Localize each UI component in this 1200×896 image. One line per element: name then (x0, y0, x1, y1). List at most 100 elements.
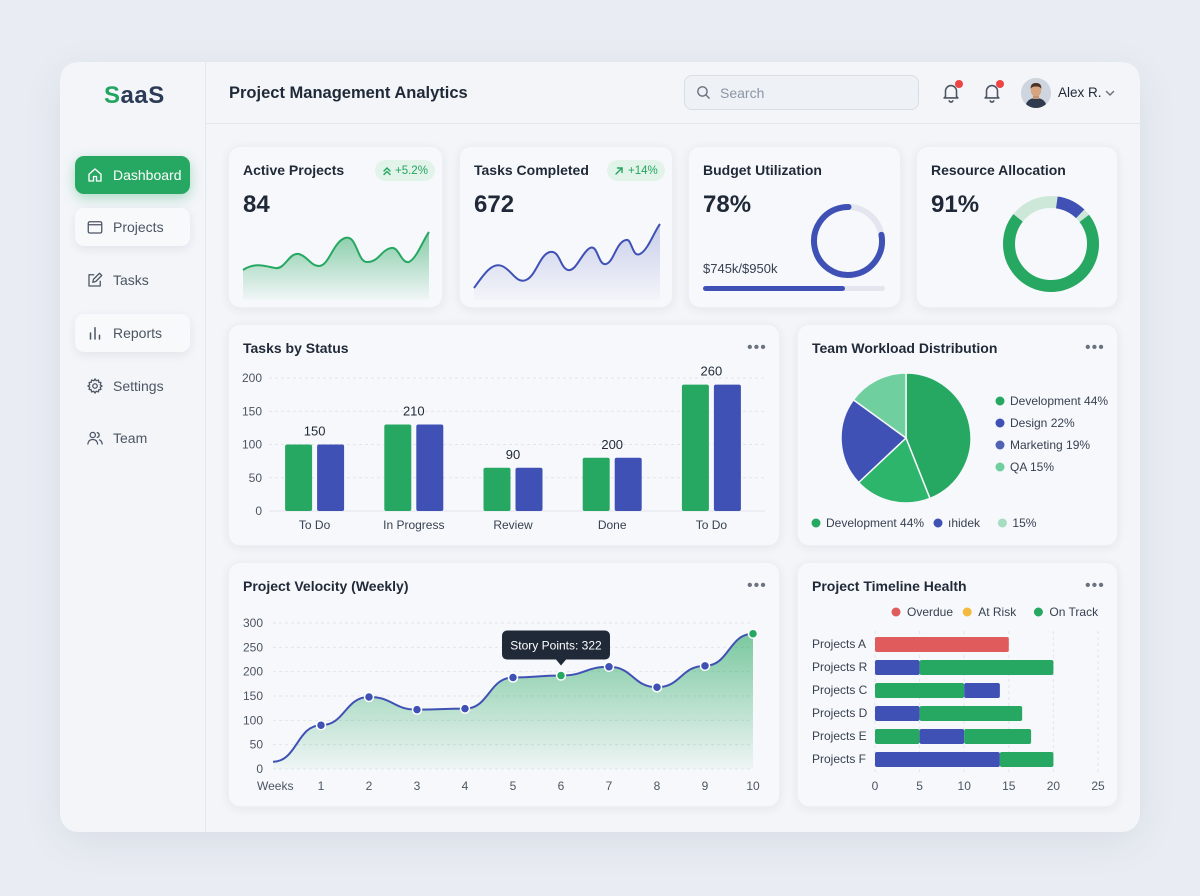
chart-title: Project Velocity (Weekly) (243, 578, 409, 594)
x-tick-label: 25 (1091, 779, 1105, 793)
bell-icon (984, 84, 1000, 103)
x-tick-label: 4 (462, 779, 469, 793)
sidebar-item-dashboard[interactable]: Dashboard (75, 156, 190, 194)
kpi-title: Resource Allocation (931, 162, 1066, 178)
kpi-title: Tasks Completed (474, 162, 589, 178)
legend-label: On Track (1049, 605, 1099, 619)
sidebar-item-projects[interactable]: Projects (75, 208, 190, 246)
data-label: 90 (506, 447, 520, 462)
sidebar-item-team[interactable]: Team (75, 419, 190, 457)
bar-segment (919, 660, 1054, 675)
legend-label: Design 22% (1010, 416, 1075, 430)
chart-title: Project Timeline Health (812, 578, 967, 594)
y-tick-label: Projects E (812, 729, 867, 743)
y-tick-label: 50 (249, 471, 263, 485)
bar-segment (875, 752, 1000, 767)
more-options-button[interactable]: ••• (1085, 577, 1105, 594)
notification-dot (955, 80, 963, 88)
budget-progress-track (703, 286, 885, 291)
bell-icon (943, 84, 959, 103)
sidebar-item-reports[interactable]: Reports (75, 314, 190, 352)
legend-label: Marketing 19% (1010, 438, 1090, 452)
app-window: SaaS Dashboard Projects Tasks Reports Se… (60, 62, 1140, 832)
legend-swatch (995, 440, 1005, 450)
legend-swatch (1033, 607, 1043, 617)
bar (582, 457, 610, 511)
y-tick-label: 250 (243, 640, 263, 654)
x-tick-label: 0 (872, 779, 879, 793)
velocity-area (273, 633, 753, 769)
sidebar-item-tasks[interactable]: Tasks (75, 261, 190, 299)
sidebar-item-label: Projects (113, 219, 164, 235)
more-options-button[interactable]: ••• (747, 577, 767, 594)
legend-swatch (891, 607, 901, 617)
kpi-title: Budget Utilization (703, 162, 822, 178)
bar (713, 384, 741, 511)
chevron-down-icon[interactable] (1104, 87, 1116, 99)
data-point (507, 672, 519, 683)
tasks-by-status-chart: 0 50 100 150 200 150 To Do 210 In Progress 90 Revi… (242, 364, 765, 532)
kpi-tasks-completed: Tasks Completed +14% 672 (459, 146, 673, 308)
sidebar-item-label: Team (113, 430, 148, 446)
sidebar-item-label: Dashboard (113, 167, 182, 183)
notification-dot (996, 80, 1004, 88)
bar-segment (875, 706, 920, 721)
data-point (555, 670, 567, 681)
timeline-health-card: Project Timeline Health ••• Overdue At Ri… (797, 562, 1118, 807)
legend-swatch (811, 518, 821, 528)
kpi-title: Active Projects (243, 162, 345, 178)
notifications-button[interactable] (940, 80, 963, 103)
kpi-value: 672 (474, 191, 515, 218)
team-workload-card: Team Workload Distribution ••• Developme… (797, 324, 1118, 546)
bar-segment (919, 729, 965, 744)
more-options-button[interactable]: ••• (1085, 339, 1105, 356)
y-tick-label: 50 (250, 738, 264, 752)
y-tick-label: 0 (256, 762, 263, 776)
tasks-completed-sparkline (473, 223, 661, 300)
tasks-by-status-card: Tasks by Status ••• 0 50 100 150 200 150 To Do… (228, 324, 780, 546)
logo: SaaS (104, 82, 165, 109)
x-tick-label: 8 (654, 779, 661, 793)
bar-segment (875, 729, 920, 744)
y-tick-label: 0 (255, 504, 262, 518)
legend-swatch (962, 607, 972, 617)
y-tick-label: Projects D (812, 706, 868, 720)
search-input[interactable] (720, 84, 910, 101)
data-point (459, 703, 471, 714)
project-velocity-chart: 0 50 100 150 200 250 300 Weeks 1 2 3 4 5 6 7 8 9 10 Story … (243, 616, 760, 793)
bar (483, 467, 511, 511)
bar-segment (875, 683, 965, 698)
data-label: 260 (701, 364, 723, 379)
x-tick-label: To Do (299, 518, 331, 532)
data-point (747, 628, 759, 639)
x-tick-label: Review (493, 518, 533, 532)
tooltip-box (502, 630, 610, 660)
tooltip-pointer (556, 659, 566, 666)
avatar[interactable] (1021, 78, 1051, 108)
data-point (603, 661, 615, 673)
legend-swatch (995, 462, 1005, 472)
pie-slice (857, 436, 931, 504)
legend-swatch (933, 518, 943, 528)
budget-ring (811, 204, 885, 278)
alerts-button[interactable] (981, 80, 1004, 103)
user-name[interactable]: Alex R. (1058, 85, 1102, 100)
y-tick-label: 200 (243, 665, 263, 679)
edit-icon (88, 272, 103, 287)
legend-swatch (995, 418, 1005, 428)
kpi-resource-allocation: Resource Allocation 91% (916, 146, 1118, 308)
search-box[interactable] (684, 75, 919, 110)
y-tick-label: 200 (242, 371, 262, 385)
sidebar-item-label: Settings (113, 378, 164, 394)
x-tick-label: 6 (558, 779, 565, 793)
y-tick-label: Projects R (812, 660, 868, 674)
x-tick-label: 3 (414, 779, 421, 793)
data-point (315, 719, 327, 731)
more-options-button[interactable]: ••• (747, 339, 767, 356)
bar (285, 444, 313, 511)
sidebar-item-settings[interactable]: Settings (75, 367, 190, 405)
x-tick-label: 5 (510, 779, 517, 793)
kpi-value: 78% (703, 191, 752, 218)
bar-segment (875, 637, 1009, 652)
x-axis-label: Weeks (257, 779, 293, 793)
